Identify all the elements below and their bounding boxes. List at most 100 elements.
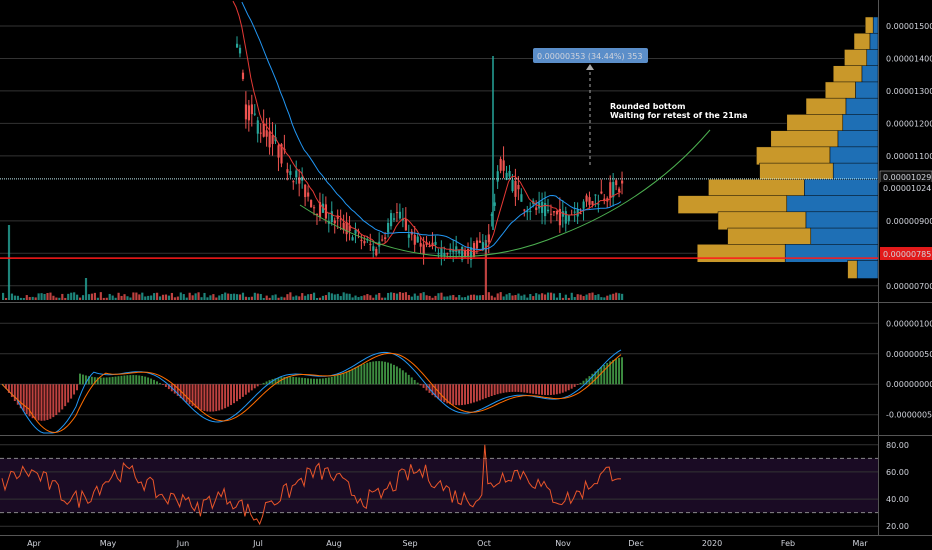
volume-bar [167, 295, 171, 300]
volume-bar [114, 297, 117, 300]
candle [392, 213, 396, 223]
time-tick-label: Aug [326, 539, 342, 548]
volume-bar [579, 294, 582, 300]
macd-hist-bar [455, 384, 458, 406]
candle [310, 199, 313, 209]
volume-bar [594, 295, 597, 300]
volume-bar [425, 295, 428, 300]
volume-bar [224, 292, 227, 300]
macd-hist-bar [425, 384, 428, 391]
candle [535, 200, 538, 215]
macd-hist-bar [301, 377, 304, 385]
volume-bar [262, 297, 265, 300]
macd-hist-bar [552, 384, 555, 395]
macd-hist-bar [333, 375, 336, 385]
volume-bar [40, 293, 43, 300]
measure-label: 0.00000353 (34.44%) 353 [537, 52, 642, 61]
candle [321, 193, 325, 213]
macd-hist-bar [102, 377, 105, 385]
macd-hist-bar [37, 384, 40, 421]
volume-bar [366, 294, 369, 300]
macd-hist-bar [158, 383, 161, 385]
ma-price-label: 0.00001024 [880, 182, 932, 194]
macd-hist-bar [434, 384, 437, 398]
volume-bar [301, 293, 304, 300]
candle [529, 202, 532, 221]
macd-hist-bar [431, 384, 434, 396]
volume-bar [357, 297, 360, 300]
macd-hist-bar [295, 377, 298, 385]
volume-bar [413, 293, 416, 300]
volume-bar [55, 297, 58, 300]
svg-text:0.00000785: 0.00000785 [883, 250, 931, 259]
vp-buy-bar [829, 146, 879, 166]
vp-buy-bar [837, 130, 879, 149]
volume-bar [203, 292, 206, 300]
candle [419, 236, 422, 255]
volume-bar [514, 295, 517, 300]
volume-bar [37, 293, 40, 300]
volume-bar [416, 295, 419, 300]
macd-hist-bar [268, 380, 271, 385]
volume-bar [529, 294, 532, 300]
macd-hist-bar [573, 384, 576, 387]
volume-bar [422, 292, 425, 300]
volume-bar [185, 297, 188, 300]
macd-hist-bar [555, 384, 558, 395]
candle [369, 233, 372, 251]
macd-hist-bar [330, 376, 333, 385]
macd-hist-bar [419, 384, 422, 386]
candle [567, 214, 570, 225]
macd-hist-bar [390, 363, 392, 385]
volume-bar [43, 293, 46, 300]
time-tick-label: Apr [27, 539, 42, 548]
volume-bar [286, 294, 289, 300]
macd-hist-bar [366, 362, 369, 385]
vp-buy-bar [855, 81, 879, 101]
macd-hist-bar [212, 384, 215, 412]
candle [336, 209, 339, 229]
candle [307, 185, 310, 202]
macd-hist-bar [108, 377, 111, 385]
volume-bar [606, 295, 609, 300]
time-tick-label: Oct [477, 539, 491, 548]
macd-hist-bar [606, 363, 609, 385]
macd-hist-bar [129, 375, 132, 385]
candle [502, 146, 505, 179]
candle [461, 245, 464, 263]
volume-bar [523, 294, 526, 300]
candle [505, 165, 508, 181]
macd-hist-bar [354, 367, 357, 385]
volume-bar [461, 297, 464, 300]
vp-sell-bar [677, 195, 788, 214]
macd-hist-bar [135, 375, 138, 385]
macd-hist-bar [395, 366, 398, 385]
volume-bar [567, 297, 570, 300]
volume-bar [541, 293, 544, 300]
volume-bar [576, 294, 579, 300]
volume-bar [46, 292, 49, 300]
time-tick-label: Jun [176, 539, 190, 548]
volume-bar [615, 292, 618, 300]
volume-bar [244, 296, 248, 300]
volume-bar [126, 296, 129, 300]
macd-hist-bar [529, 384, 532, 394]
volume-bar [443, 296, 446, 300]
vp-sell-bar [805, 97, 847, 117]
macd-hist-bar [43, 384, 46, 421]
candle [469, 237, 473, 268]
macd-hist-bar [218, 384, 221, 411]
candle [330, 201, 333, 226]
rsi-band-fill [0, 458, 878, 513]
macd-hist-bar [280, 377, 283, 385]
macd-hist-bar [250, 384, 253, 391]
volume-bar [573, 297, 576, 300]
price-tick-label: 0.00001400 [886, 54, 932, 63]
rsi-line [1, 444, 622, 526]
macd-hist-bar [443, 384, 446, 403]
volume-bar [212, 294, 215, 300]
volume-bar [469, 294, 473, 300]
macd-hist-bar [544, 384, 546, 396]
vp-buy-bar [861, 65, 879, 84]
